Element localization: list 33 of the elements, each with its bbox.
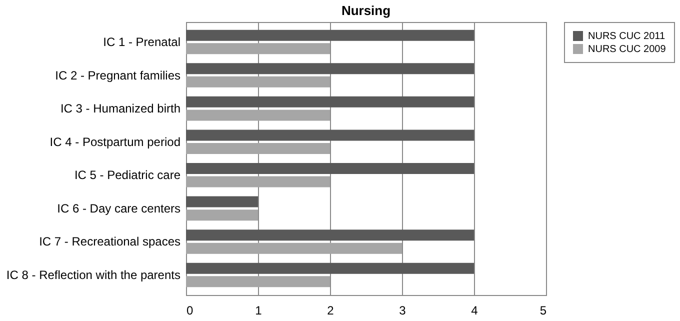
y-tick-label: IC 2 - Pregnant families (55, 68, 180, 82)
bar (186, 262, 474, 274)
bar (186, 63, 474, 74)
x-tick-label: 5 (540, 304, 547, 318)
y-tick-label: IC 1 - Prenatal (103, 34, 180, 49)
bar (186, 43, 330, 54)
x-tick-label: 3 (399, 304, 406, 318)
legend-label: NURS CUC 2009 (588, 44, 666, 55)
y-tick-label: IC 7 - Recreational spaces (39, 234, 180, 249)
x-tick-label: 0 (186, 304, 194, 318)
x-tick-label: 1 (255, 304, 262, 318)
x-tick-label: 4 (471, 304, 478, 318)
bar (186, 210, 258, 221)
bar (186, 143, 330, 154)
bar (186, 230, 474, 241)
chart-title: Nursing (341, 3, 391, 18)
bar (186, 162, 474, 174)
bar (186, 96, 474, 108)
x-tick-label: 2 (327, 304, 334, 318)
bar (186, 242, 402, 254)
bar (186, 130, 474, 141)
y-tick-label: IC 4 - Postpartum period (50, 134, 180, 149)
bar (186, 110, 330, 121)
legend-label: NURS CUC 2011 (588, 31, 666, 42)
y-tick-label: IC 3 - Humanized birth (60, 102, 180, 116)
bar (186, 196, 258, 208)
bar (186, 30, 474, 41)
y-tick-label: IC 8 - Reflection with the parents (6, 268, 180, 282)
bar (186, 76, 330, 88)
y-tick-label: IC 6 - Day care centers (57, 201, 180, 216)
bar (186, 176, 330, 188)
bar (186, 276, 330, 288)
y-tick-label: IC 5 - Pediatric care (74, 168, 181, 182)
